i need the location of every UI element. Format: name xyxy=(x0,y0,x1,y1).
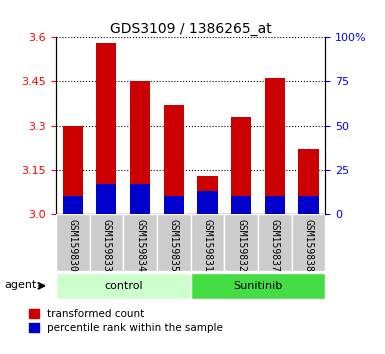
Text: GSM159833: GSM159833 xyxy=(101,219,111,272)
Text: GSM159830: GSM159830 xyxy=(68,219,78,272)
Bar xyxy=(164,105,184,214)
Text: GSM159835: GSM159835 xyxy=(169,219,179,272)
Bar xyxy=(130,81,150,214)
Bar xyxy=(191,214,224,271)
Bar xyxy=(298,149,318,214)
Bar xyxy=(298,196,318,214)
Legend: transformed count, percentile rank within the sample: transformed count, percentile rank withi… xyxy=(28,308,224,334)
Text: GSM159834: GSM159834 xyxy=(135,219,145,272)
Bar xyxy=(231,117,251,214)
Text: GSM159831: GSM159831 xyxy=(203,219,213,272)
Bar xyxy=(224,214,258,271)
Text: GSM159837: GSM159837 xyxy=(270,219,280,272)
Bar xyxy=(56,214,89,271)
Bar xyxy=(56,273,191,299)
Text: GSM159838: GSM159838 xyxy=(303,219,313,272)
Text: agent: agent xyxy=(5,280,37,290)
Bar xyxy=(258,214,292,271)
Text: Sunitinib: Sunitinib xyxy=(233,281,283,291)
Bar xyxy=(89,214,123,271)
Bar xyxy=(197,191,218,214)
Bar xyxy=(197,176,218,214)
Bar xyxy=(130,184,150,214)
Bar xyxy=(265,79,285,214)
Bar xyxy=(191,273,325,299)
Bar xyxy=(123,214,157,271)
Bar xyxy=(265,196,285,214)
Bar xyxy=(62,126,83,214)
Title: GDS3109 / 1386265_at: GDS3109 / 1386265_at xyxy=(110,22,271,36)
Bar xyxy=(231,196,251,214)
Bar xyxy=(164,196,184,214)
Text: GSM159832: GSM159832 xyxy=(236,219,246,272)
Bar xyxy=(96,184,116,214)
Bar xyxy=(157,214,191,271)
Bar xyxy=(62,196,83,214)
Bar xyxy=(292,214,325,271)
Text: control: control xyxy=(104,281,142,291)
Bar xyxy=(96,43,116,214)
